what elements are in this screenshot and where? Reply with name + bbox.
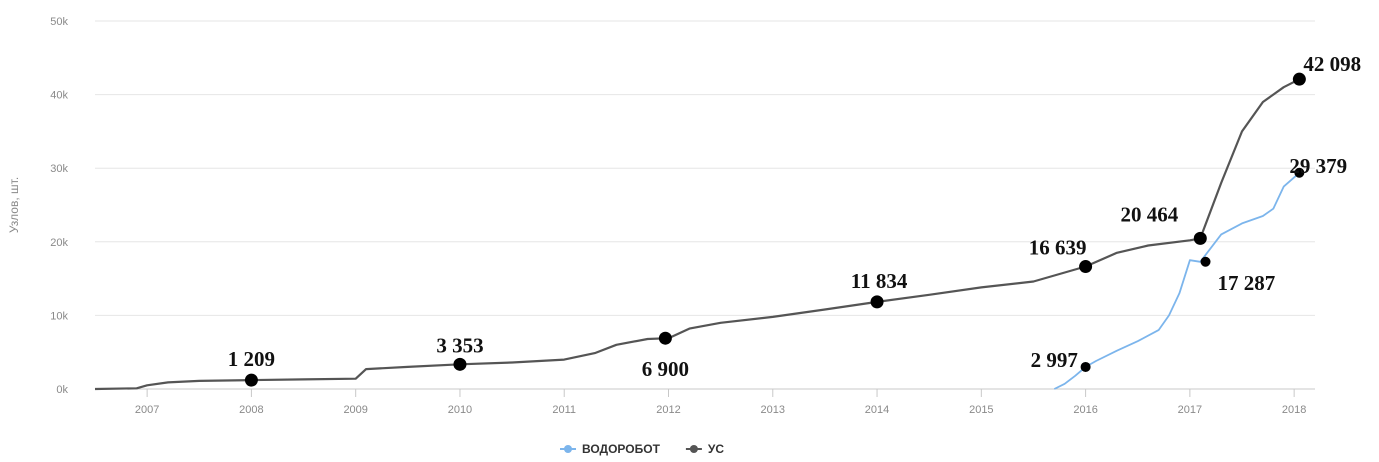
data-point-label: 20 464 [1121,202,1179,226]
data-point-marker[interactable] [453,357,467,371]
y-tick-label: 50k [50,16,68,28]
y-tick-label: 30k [50,163,68,175]
data-point-label: 16 639 [1029,236,1087,260]
x-tick-label: 2011 [552,404,576,416]
legend-label: ВОДОРОБОТ [582,442,661,456]
data-point-marker[interactable] [1294,167,1305,178]
x-axis-ticks: 2007 2008 2009 2010 2011 2012 2013 2014 2015 2016… [135,389,1306,416]
data-point-label: 11 834 [851,269,908,293]
y-tick-label: 40k [50,90,68,102]
data-point-label: 2 997 [1031,348,1078,372]
legend[interactable]: ВОДОРОБОТ УС [560,442,724,456]
x-tick-label: 2018 [1282,404,1306,416]
x-tick-label: 2009 [343,404,367,416]
y-tick-label: 20k [50,237,68,249]
data-point-label: 42 098 [1303,52,1361,76]
x-tick-label: 2017 [1178,404,1202,416]
data-point-label: 17 287 [1218,271,1276,295]
data-markers: 1 209 3 353 6 900 11 834 16 639 20 464 42 098 2… [228,52,1361,387]
data-point-label: 29 379 [1289,154,1347,178]
data-point-marker[interactable] [1292,72,1306,86]
legend-symbol-marker [689,445,698,453]
series-lines [94,78,1300,391]
data-point-label: 3 353 [436,333,483,357]
y-axis-label: Узлов, шт. [7,177,21,233]
y-tick-label: 10k [50,310,68,322]
data-point-marker[interactable] [1079,260,1093,274]
legend-symbol-marker [564,445,572,453]
series-line-us [94,78,1300,391]
data-point-label: 1 209 [228,347,275,371]
x-tick-label: 2010 [448,404,472,416]
data-point-marker[interactable] [1200,256,1211,267]
y-axis-ticks: 0k 10k 20k 30k 40k 50k [50,16,68,396]
x-tick-label: 2008 [239,404,263,416]
data-point-marker[interactable] [870,295,884,309]
y-tick-label: 0k [56,384,68,396]
legend-item-us[interactable]: УС [685,442,724,456]
data-point-marker[interactable] [658,331,672,345]
x-tick-label: 2014 [865,404,889,416]
data-point-marker[interactable] [1193,231,1207,245]
data-point-marker[interactable] [1080,361,1091,372]
x-tick-label: 2016 [1073,404,1097,416]
grid [95,20,1315,390]
x-tick-label: 2015 [969,404,993,416]
legend-label: УС [708,442,724,456]
data-point-marker[interactable] [244,373,258,387]
x-tick-label: 2013 [761,404,785,416]
legend-item-vodorobot[interactable]: ВОДОРОБОТ [560,442,661,456]
x-tick-label: 2007 [135,404,159,416]
x-tick-label: 2012 [656,404,680,416]
data-point-label: 6 900 [642,357,689,381]
